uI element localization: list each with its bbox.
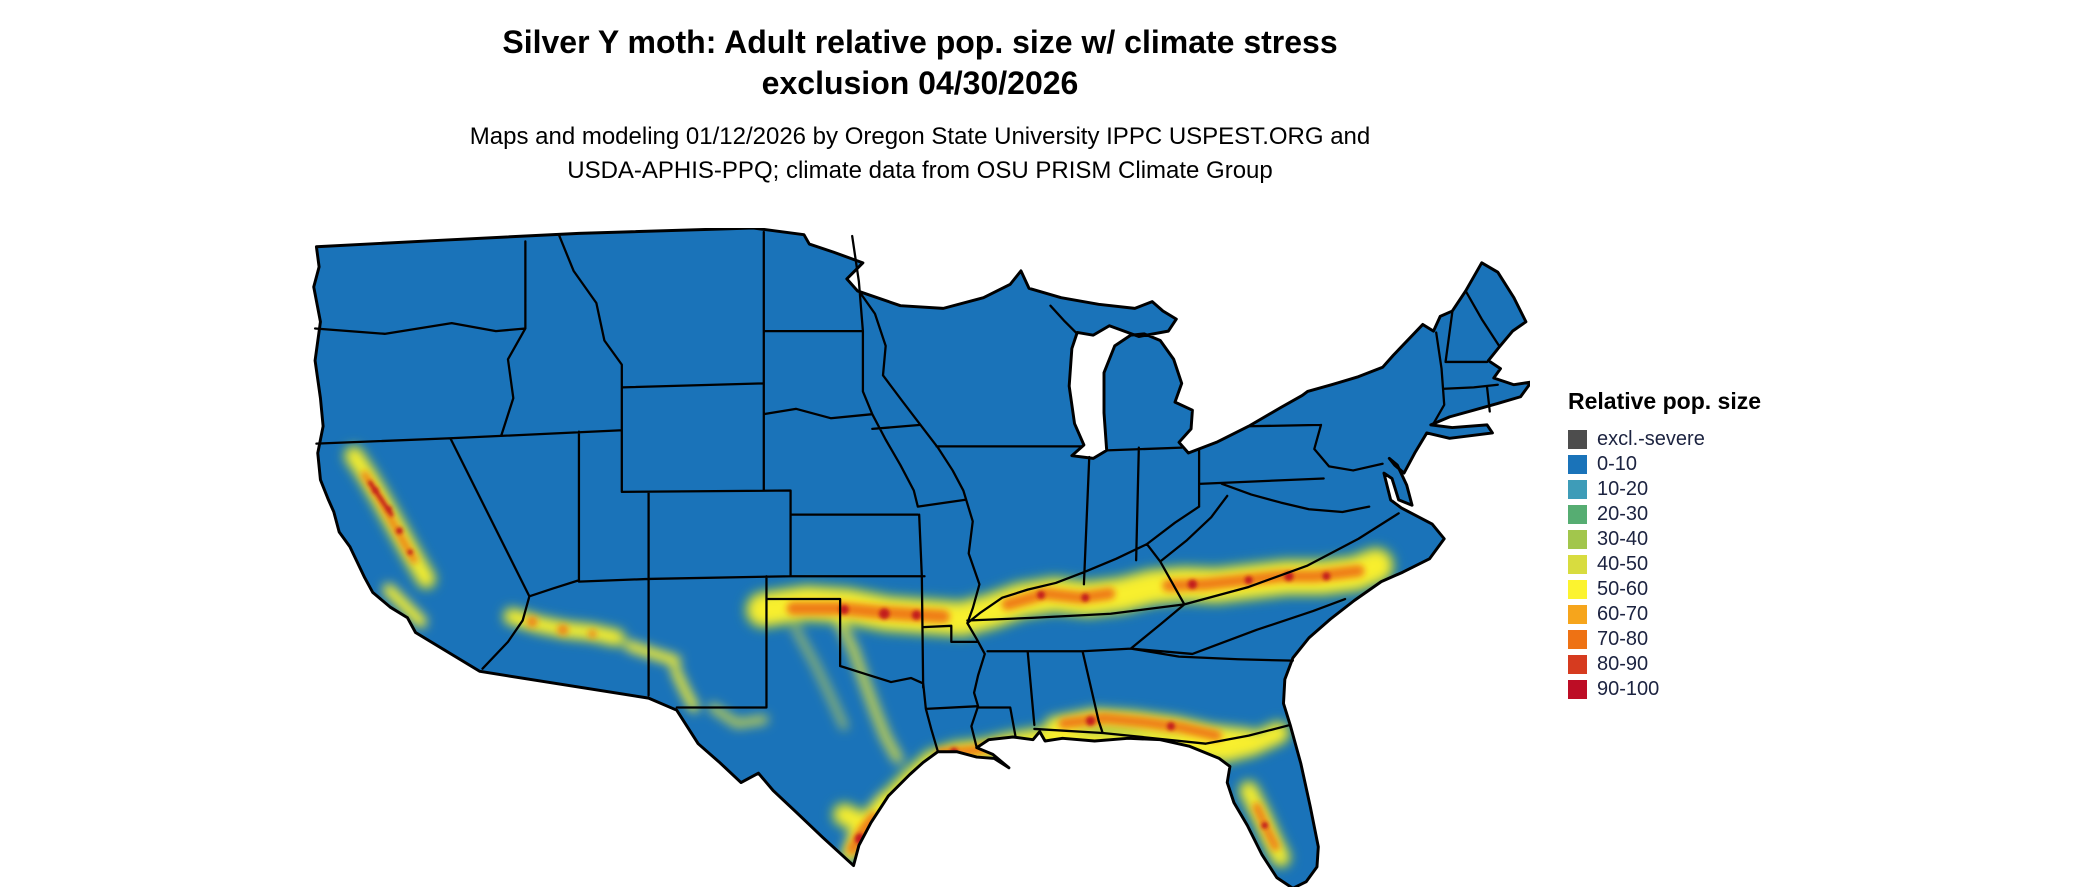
legend-items: excl.-severe 0-10 10-20 20-30 30-40 40-50 50-6… (1568, 427, 1761, 702)
legend-row: 20-30 (1568, 502, 1761, 527)
legend-row: 80-90 (1568, 652, 1761, 677)
legend-label: 80-90 (1597, 653, 1649, 675)
map-title-line2: exclusion 04/30/2026 (761, 65, 1079, 101)
legend-swatch (1568, 455, 1587, 474)
legend-row: 70-80 (1568, 627, 1761, 652)
map-title-line1: Silver Y moth: Adult relative pop. size … (502, 24, 1338, 60)
legend-row: 60-70 (1568, 602, 1761, 627)
legend-swatch (1568, 680, 1587, 699)
legend-row: 50-60 (1568, 577, 1761, 602)
legend-swatch (1568, 630, 1587, 649)
legend-swatch (1568, 530, 1587, 549)
legend-row: excl.-severe (1568, 427, 1761, 452)
legend-swatch (1568, 580, 1587, 599)
legend-label: 30-40 (1597, 528, 1649, 550)
overlay-red-hotspots (367, 480, 1331, 845)
legend-label: 10-20 (1597, 478, 1649, 500)
legend-swatch (1568, 555, 1587, 574)
legend-row: 0-10 (1568, 452, 1761, 477)
legend-label: 50-60 (1597, 578, 1649, 600)
legend-label: 20-30 (1597, 503, 1649, 525)
legend-swatch (1568, 505, 1587, 524)
legend-title: Relative pop. size (1568, 388, 1762, 414)
legend-label: 90-100 (1597, 678, 1660, 700)
map-subtitle-line1: Maps and modeling 01/12/2026 by Oregon S… (469, 123, 1371, 150)
legend-label: 60-70 (1597, 603, 1649, 625)
us-map (312, 226, 1533, 890)
map-subtitle: Maps and modeling 01/12/2026 by Oregon S… (150, 120, 1690, 188)
map-title: Silver Y moth: Adult relative pop. size … (150, 22, 1690, 104)
legend-swatch (1568, 480, 1587, 499)
legend-row: 90-100 (1568, 677, 1761, 702)
legend-label: excl.-severe (1597, 428, 1705, 450)
legend-swatch (1568, 655, 1587, 674)
state-borders (313, 230, 1501, 753)
legend-label: 70-80 (1597, 628, 1649, 650)
legend-label: 0-10 (1597, 453, 1638, 475)
legend-label: 40-50 (1597, 553, 1649, 575)
legend-swatch (1568, 430, 1587, 449)
map-area (311, 226, 1533, 890)
legend-swatch (1568, 605, 1587, 624)
legend: Relative pop. size excl.-severe 0-10 10-20… (1568, 388, 1761, 702)
map-subtitle-line2: USDA-APHIS-PPQ; climate data from OSU PR… (567, 157, 1273, 184)
legend-row: 10-20 (1568, 477, 1761, 502)
legend-row: 30-40 (1568, 527, 1761, 552)
legend-row: 40-50 (1568, 552, 1761, 577)
